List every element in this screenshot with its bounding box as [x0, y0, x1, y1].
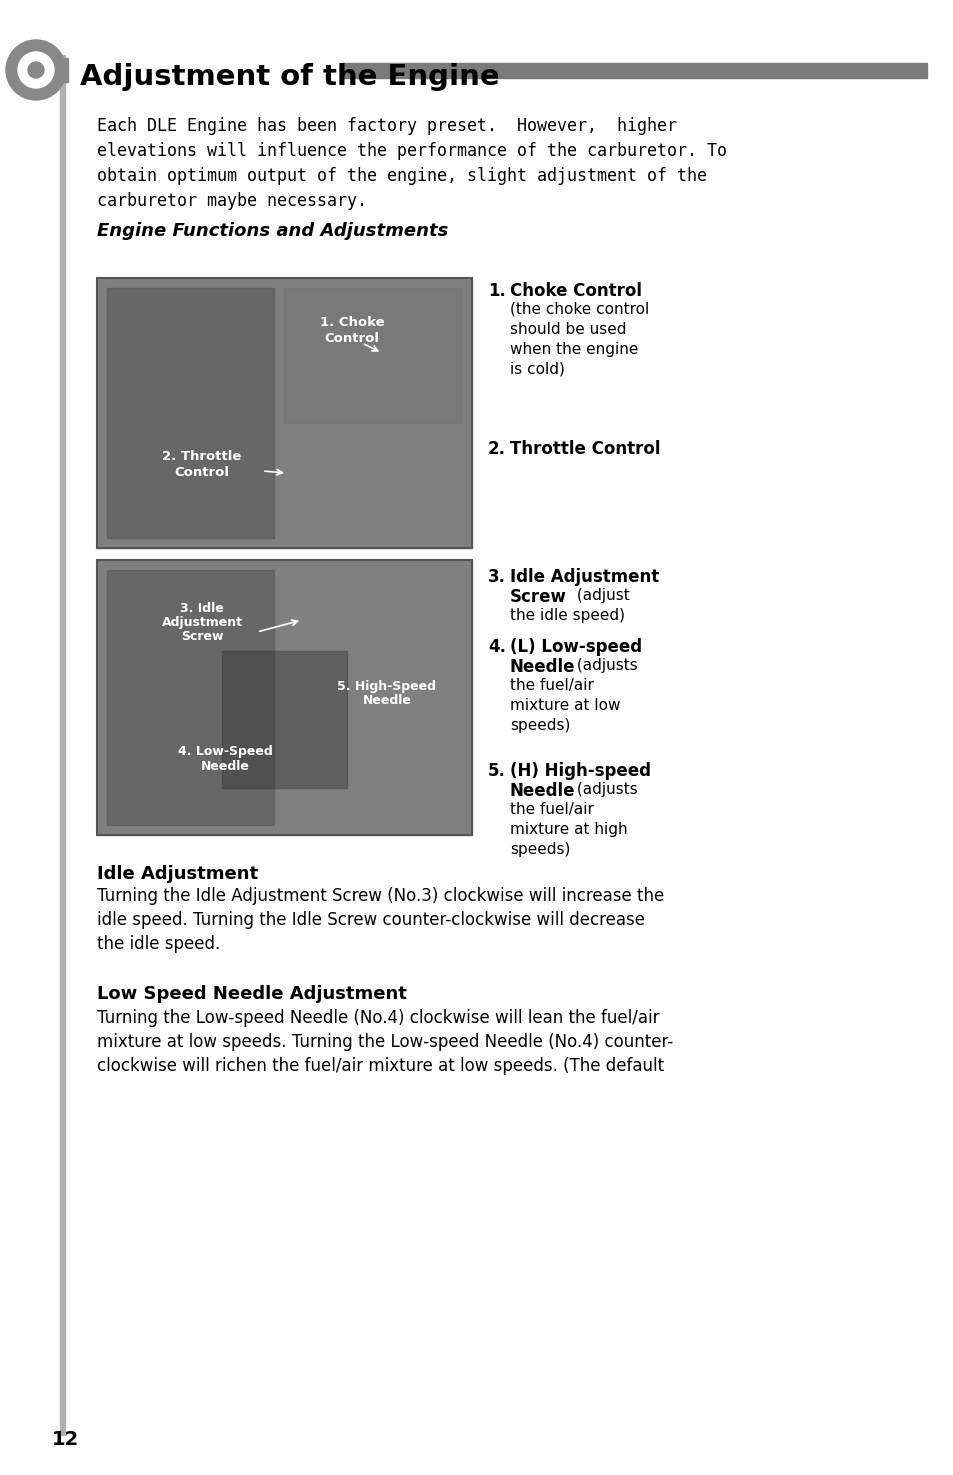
Text: 2.: 2.: [488, 440, 505, 459]
Text: 4.: 4.: [488, 639, 505, 656]
Text: the idle speed.: the idle speed.: [97, 935, 220, 953]
Bar: [97, 277, 472, 549]
Text: (adjusts: (adjusts: [572, 658, 638, 673]
Text: Choke Control: Choke Control: [510, 282, 641, 299]
Text: obtain optimum output of the engine, slight adjustment of the: obtain optimum output of the engine, sli…: [97, 167, 706, 184]
Text: Turning the Idle Adjustment Screw (No.3) clockwise will increase the: Turning the Idle Adjustment Screw (No.3)…: [97, 886, 663, 906]
Text: 4. Low-Speed: 4. Low-Speed: [177, 745, 273, 758]
Text: (L) Low-speed: (L) Low-speed: [510, 639, 641, 656]
Text: Turning the Low-speed Needle (No.4) clockwise will lean the fuel/air: Turning the Low-speed Needle (No.4) cloc…: [97, 1009, 659, 1027]
Bar: [222, 650, 347, 788]
Text: Low Speed Needle Adjustment: Low Speed Needle Adjustment: [97, 985, 406, 1003]
Text: 5.: 5.: [488, 763, 505, 780]
Text: (adjusts: (adjusts: [572, 782, 638, 796]
Text: (H) High-speed: (H) High-speed: [510, 763, 650, 780]
Text: Adjustment: Adjustment: [161, 617, 242, 628]
Text: Needle: Needle: [200, 760, 249, 773]
Text: Needle: Needle: [510, 658, 575, 676]
Text: the idle speed): the idle speed): [510, 608, 624, 622]
Text: elevations will influence the performance of the carburetor. To: elevations will influence the performanc…: [97, 142, 726, 159]
Bar: [60, 55, 65, 1435]
Text: Needle: Needle: [510, 782, 575, 799]
Circle shape: [18, 52, 54, 88]
Text: carburetor maybe necessary.: carburetor maybe necessary.: [97, 192, 367, 209]
Text: (adjust: (adjust: [572, 589, 629, 603]
Circle shape: [6, 40, 66, 100]
Text: speeds): speeds): [510, 842, 570, 857]
Text: when the engine: when the engine: [510, 342, 638, 357]
Text: mixture at low: mixture at low: [510, 698, 619, 712]
Text: Engine Functions and Adjustments: Engine Functions and Adjustments: [97, 223, 448, 240]
Text: Adjustment of the Engine: Adjustment of the Engine: [80, 63, 499, 91]
Text: Control: Control: [324, 332, 379, 345]
Text: 1. Choke: 1. Choke: [319, 316, 384, 329]
Bar: [97, 277, 472, 549]
Bar: [284, 288, 460, 423]
Text: should be used: should be used: [510, 322, 626, 336]
Text: 3.: 3.: [488, 568, 505, 586]
Text: the fuel/air: the fuel/air: [510, 802, 594, 817]
Text: is cold): is cold): [510, 361, 564, 378]
Bar: [97, 560, 472, 835]
Text: Each DLE Engine has been factory preset.  However,  higher: Each DLE Engine has been factory preset.…: [97, 117, 677, 136]
Bar: [97, 560, 472, 835]
Text: Throttle Control: Throttle Control: [510, 440, 659, 459]
Text: 12: 12: [52, 1429, 79, 1448]
Text: Needle: Needle: [362, 695, 411, 707]
Text: clockwise will richen the fuel/air mixture at low speeds. (The default: clockwise will richen the fuel/air mixtu…: [97, 1058, 663, 1075]
Text: 5. High-Speed: 5. High-Speed: [337, 680, 436, 693]
Text: Screw: Screw: [510, 589, 566, 606]
Text: (the choke control: (the choke control: [510, 302, 649, 317]
Text: Control: Control: [174, 466, 230, 479]
Bar: [36, 58, 68, 83]
Text: 1.: 1.: [488, 282, 505, 299]
Text: idle speed. Turning the Idle Screw counter-clockwise will decrease: idle speed. Turning the Idle Screw count…: [97, 912, 644, 929]
Text: the fuel/air: the fuel/air: [510, 678, 594, 693]
Text: mixture at high: mixture at high: [510, 822, 627, 836]
Text: 2. Throttle: 2. Throttle: [162, 450, 241, 463]
Text: 3. Idle: 3. Idle: [180, 602, 224, 615]
Text: speeds): speeds): [510, 718, 570, 733]
Text: Idle Adjustment: Idle Adjustment: [97, 864, 258, 884]
Text: mixture at low speeds. Turning the Low-speed Needle (No.4) counter-: mixture at low speeds. Turning the Low-s…: [97, 1032, 673, 1052]
Bar: [341, 63, 926, 78]
Bar: [107, 569, 274, 825]
Circle shape: [28, 62, 44, 78]
Text: Idle Adjustment: Idle Adjustment: [510, 568, 659, 586]
Text: Screw: Screw: [180, 630, 223, 643]
Bar: [107, 288, 274, 538]
